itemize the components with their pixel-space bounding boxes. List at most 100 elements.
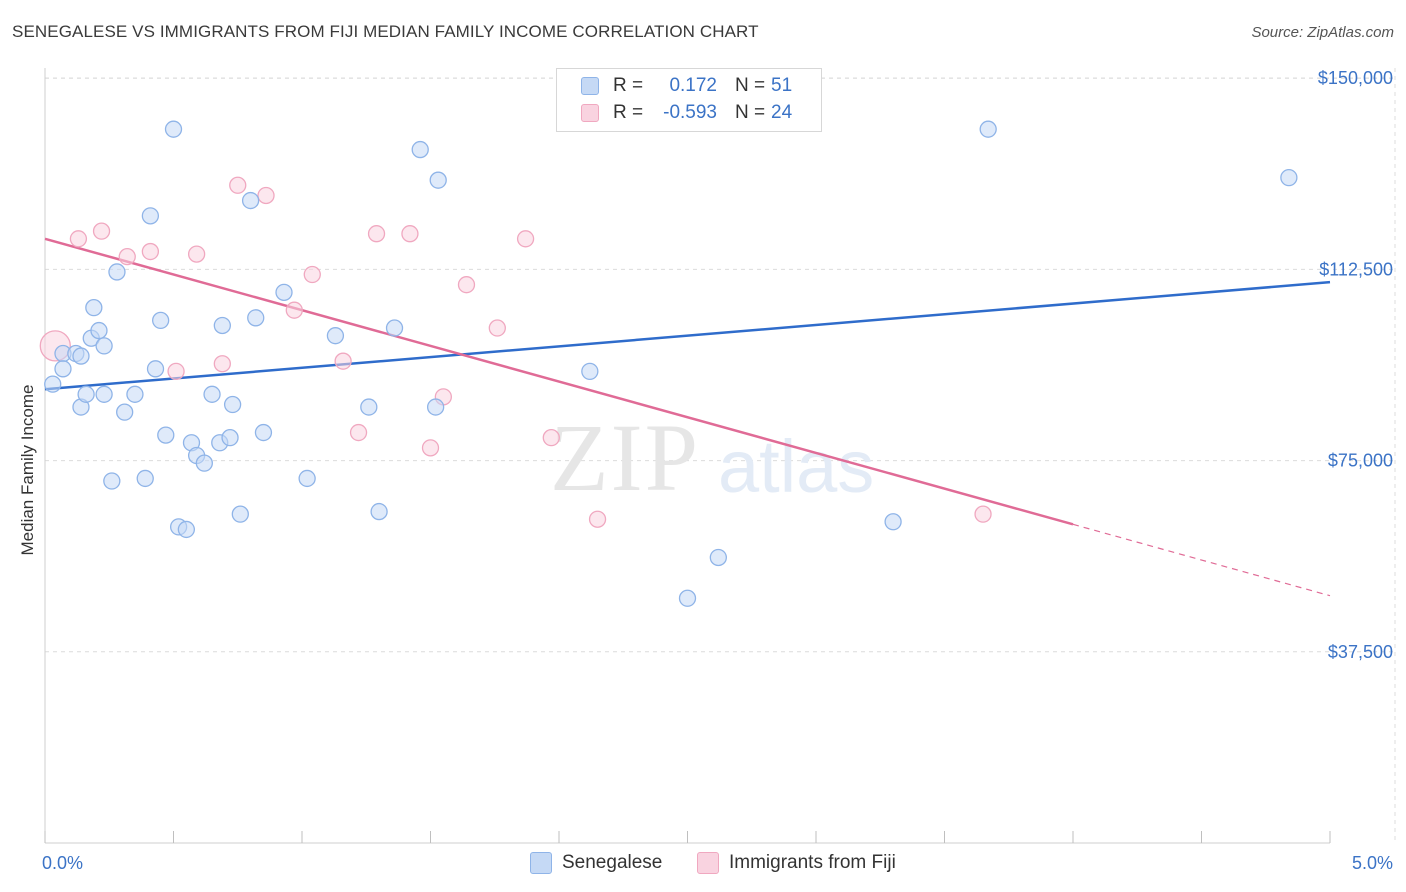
data-point-fiji: [285, 301, 303, 319]
data-point-senegalese: [54, 360, 72, 378]
chart-title: SENEGALESE VS IMMIGRANTS FROM FIJI MEDIA…: [12, 22, 759, 41]
legend-r-label: R =: [613, 75, 644, 96]
data-point-senegalese: [72, 347, 90, 365]
data-point-senegalese: [177, 520, 196, 539]
series-label-fiji: Immigrants from Fiji: [729, 852, 896, 873]
data-point-senegalese: [581, 362, 599, 381]
legend-swatch-fiji: [581, 104, 599, 122]
data-point-fiji: [69, 230, 88, 248]
series-legend-fiji[interactable]: Immigrants from Fiji: [697, 852, 896, 874]
y-tick-label: $112,500: [1319, 259, 1393, 279]
data-point-fiji: [213, 355, 231, 373]
data-point-fiji: [974, 505, 992, 523]
data-point-senegalese: [275, 283, 293, 301]
data-point-fiji: [401, 225, 419, 243]
data-point-senegalese: [151, 311, 170, 330]
legend-r-value: -0.593: [663, 102, 717, 123]
data-point-fiji: [516, 230, 535, 248]
data-point-senegalese: [678, 589, 697, 607]
data-point-senegalese: [126, 385, 144, 403]
data-point-senegalese: [326, 327, 345, 345]
data-point-fiji: [118, 248, 136, 266]
y-tick-label: $37,500: [1328, 642, 1393, 662]
legend-r-value: 0.172: [669, 75, 717, 96]
data-point-senegalese: [90, 321, 108, 340]
data-point-senegalese: [164, 120, 183, 138]
x-tick-labels: 0.0% 5.0%: [42, 853, 1393, 873]
data-point-senegalese: [411, 140, 429, 159]
legend-n-label: N =: [735, 75, 766, 96]
data-point-senegalese: [247, 309, 265, 327]
data-point-fiji: [334, 352, 352, 370]
data-point-senegalese: [116, 403, 134, 421]
data-point-senegalese: [44, 375, 62, 393]
data-point-fiji: [141, 242, 160, 261]
data-point-fiji: [457, 276, 476, 294]
data-point-fiji: [367, 225, 386, 243]
data-points: [39, 120, 1298, 607]
data-point-senegalese: [241, 191, 260, 210]
trend-lines: [44, 237, 1331, 597]
y-axis-title: Median Family Income: [18, 384, 37, 555]
legend-n-value: 51: [771, 75, 793, 96]
watermark-atlas: atlas: [718, 425, 874, 508]
series-swatch-senegalese: [530, 852, 552, 874]
data-point-fiji: [421, 439, 440, 457]
data-point-senegalese: [884, 513, 902, 531]
data-point-senegalese: [85, 298, 103, 317]
legend-row-senegalese: R = 0.172 N = 51: [581, 73, 792, 99]
series-legend: Senegalese Immigrants from Fiji: [0, 852, 1406, 876]
legend-n-value: 24: [771, 102, 793, 123]
data-point-senegalese: [108, 263, 126, 281]
axes: [44, 68, 1331, 844]
data-point-senegalese: [203, 385, 221, 403]
legend-swatch-senegalese: [581, 77, 599, 95]
source-label: Source: ZipAtlas.com: [1251, 24, 1394, 41]
data-point-fiji: [257, 186, 275, 205]
data-point-senegalese: [360, 398, 378, 416]
y-tick-labels: $37,500 $75,000 $112,500 $150,000: [1318, 68, 1393, 662]
data-point-senegalese: [146, 360, 165, 378]
data-point-senegalese: [231, 505, 249, 523]
legend-n-label: N =: [735, 102, 766, 123]
data-point-senegalese: [370, 502, 388, 521]
series-swatch-fiji: [697, 852, 719, 874]
data-point-fiji: [588, 510, 607, 528]
data-point-senegalese: [195, 454, 213, 472]
data-point-senegalese: [254, 423, 273, 442]
data-point-senegalese: [298, 469, 316, 488]
series-legend-senegalese[interactable]: Senegalese: [530, 852, 662, 874]
watermark-zip: ZIP: [550, 404, 700, 511]
data-point-fiji: [92, 222, 111, 240]
data-point-senegalese: [223, 395, 242, 414]
data-point-fiji: [167, 362, 185, 381]
correlation-legend: R = 0.172 N = 51 R = -0.593 N = 24: [556, 68, 822, 132]
data-point-fiji: [187, 245, 206, 263]
data-point-senegalese: [141, 207, 160, 225]
data-point-senegalese: [103, 472, 121, 490]
data-point-senegalese: [221, 429, 239, 447]
y-tick-label: $150,000: [1318, 68, 1393, 88]
data-point-fiji: [303, 265, 321, 284]
legend-row-fiji: R = -0.593 N = 24: [581, 100, 792, 126]
data-point-senegalese: [95, 385, 113, 403]
legend-r-label: R =: [613, 102, 644, 123]
data-point-senegalese: [979, 120, 997, 138]
series-label-senegalese: Senegalese: [562, 852, 663, 873]
data-point-fiji: [349, 423, 368, 442]
data-point-fiji: [488, 319, 506, 337]
data-point-fiji: [229, 176, 247, 194]
x-tick-label: 5.0%: [1352, 853, 1393, 873]
x-tick-label: 0.0%: [42, 853, 83, 873]
data-point-senegalese: [136, 469, 154, 488]
trend-line-fiji-extension: [1072, 523, 1331, 597]
data-point-senegalese: [1280, 168, 1298, 187]
trend-line-senegalese: [44, 280, 1331, 391]
data-point-senegalese: [157, 426, 175, 444]
y-tick-label: $75,000: [1328, 451, 1393, 471]
data-point-senegalese: [709, 548, 727, 567]
data-point-senegalese: [426, 398, 445, 416]
data-point-senegalese: [429, 171, 447, 189]
data-point-senegalese: [95, 337, 113, 355]
